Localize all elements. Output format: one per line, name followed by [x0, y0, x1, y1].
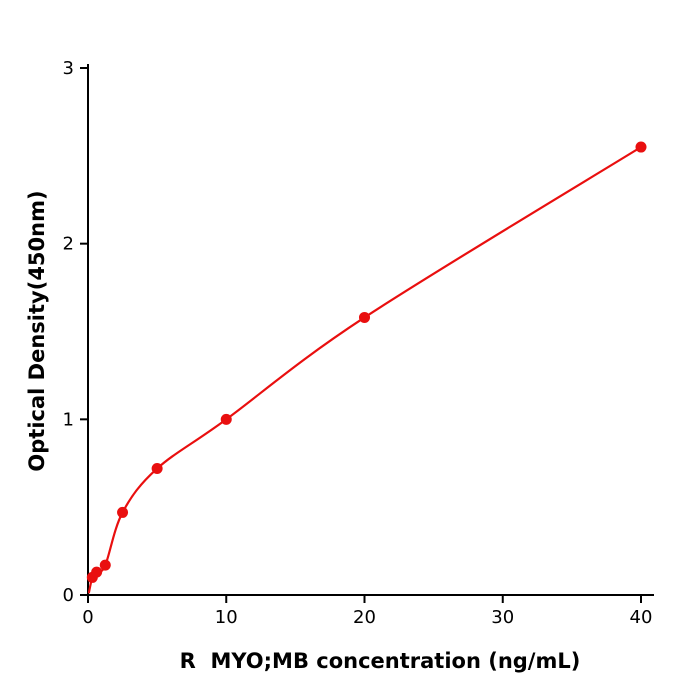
y-tick-label: 1	[63, 409, 74, 430]
data-point	[635, 141, 647, 153]
x-axis-label: R MYO;MB concentration (ng/mL)	[180, 649, 581, 673]
x-tick-label: 0	[82, 607, 93, 628]
y-axis-label: Optical Density(450nm)	[25, 190, 49, 471]
data-point	[220, 413, 232, 425]
data-point	[359, 311, 370, 323]
data-layer	[86, 141, 647, 594]
x-tick-label: 20	[353, 607, 376, 628]
x-tick-label: 40	[630, 607, 653, 628]
data-point	[117, 506, 129, 518]
data-point	[99, 559, 111, 571]
y-tick-label: 3	[63, 58, 74, 79]
fit-curve	[87, 145, 643, 594]
y-tick-label: 2	[63, 234, 74, 255]
x-tick-label: 10	[215, 607, 238, 628]
y-tick-label: 0	[63, 585, 74, 606]
axes-layer: 0 10 20 30 40 0 1 2 3	[63, 58, 654, 628]
data-point	[91, 566, 103, 578]
x-tick-label: 30	[491, 607, 514, 628]
data-point	[151, 463, 163, 475]
